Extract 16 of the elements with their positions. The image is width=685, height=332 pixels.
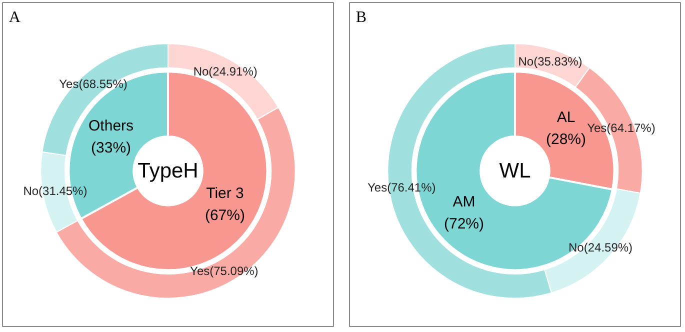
data-label: Tier 3 (67%): [204, 185, 245, 224]
text: WL: [499, 159, 531, 182]
data-label: Yes(64.17%): [587, 120, 656, 135]
data-label: No(35.83%): [518, 54, 582, 69]
data-label: No(24.91%): [193, 64, 258, 78]
data-label: AL (28%): [546, 109, 586, 148]
data-label: AM (72%): [444, 194, 484, 233]
data-label: Others (33%): [88, 118, 134, 157]
data-label: No(24.59%): [568, 240, 633, 254]
data-label: Yes(75.09%): [190, 264, 258, 278]
data-label: No(31.45%): [23, 184, 88, 198]
data-label: Yes(76.41%): [367, 180, 436, 195]
text: TypeH: [138, 159, 198, 182]
chart-title: A: [8, 8, 21, 26]
data-label: Yes(68.55%): [59, 76, 128, 91]
chart-title: B: [356, 8, 367, 26]
